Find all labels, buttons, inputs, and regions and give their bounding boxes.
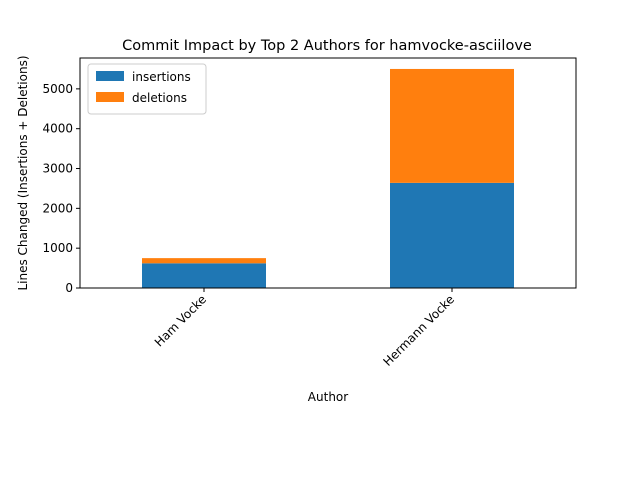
x-axis: Ham Vocke Hermann Vocke xyxy=(152,288,457,369)
legend-label-deletions: deletions xyxy=(132,91,187,105)
legend-swatch-insertions xyxy=(96,71,124,81)
y-tick-label: 1000 xyxy=(42,241,73,255)
plot-area-frame xyxy=(79,57,577,289)
x-axis-label: Author xyxy=(308,390,348,404)
y-axis-label: Lines Changed (Insertions + Deletions) xyxy=(16,55,30,290)
bars-layer xyxy=(142,68,514,288)
legend-label-insertions: insertions xyxy=(132,70,191,84)
legend-swatch-deletions xyxy=(96,92,124,102)
bar-deletions-1 xyxy=(142,258,266,264)
bar-insertions-2 xyxy=(390,182,514,288)
bar-deletions-2 xyxy=(390,68,514,183)
y-tick-label: 4000 xyxy=(42,122,73,136)
y-tick-label: 0 xyxy=(65,281,73,295)
bar-insertions-1 xyxy=(142,263,266,288)
y-axis: 0 1000 2000 3000 4000 5000 xyxy=(42,82,80,295)
y-tick-label: 2000 xyxy=(42,201,73,215)
chart-title: Commit Impact by Top 2 Authors for hamvo… xyxy=(122,38,532,54)
x-tick-label: Ham Vocke xyxy=(152,292,209,349)
x-tick-label: Hermann Vocke xyxy=(381,292,458,369)
y-tick-label: 3000 xyxy=(42,162,73,176)
legend: insertions deletions xyxy=(87,63,207,115)
y-tick-label: 5000 xyxy=(42,82,73,96)
